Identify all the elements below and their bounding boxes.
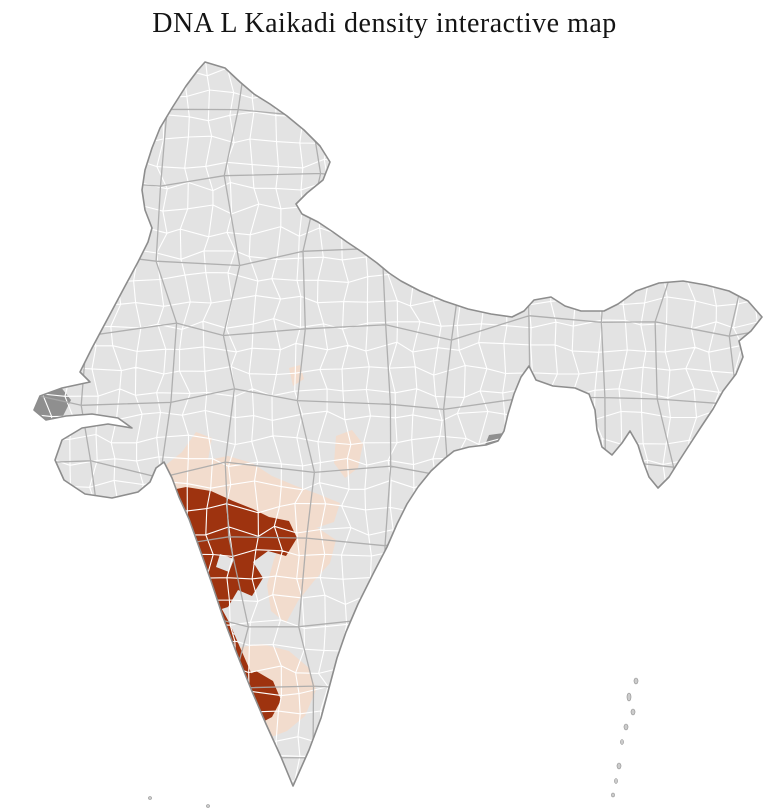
island-dot <box>633 677 639 685</box>
india-outline <box>33 61 763 787</box>
island-dot <box>148 796 152 800</box>
island-dot <box>206 804 210 808</box>
island-dot <box>620 739 624 745</box>
island-dots <box>148 677 639 808</box>
island-dot <box>611 792 615 798</box>
island-dot <box>616 762 622 770</box>
page-title: DNA L Kaikadi density interactive map <box>152 8 617 39</box>
island-dot <box>614 778 618 784</box>
india-landmass[interactable] <box>34 62 762 786</box>
island-dot <box>626 692 632 702</box>
island-dot <box>623 723 629 731</box>
island-dot <box>630 708 636 716</box>
